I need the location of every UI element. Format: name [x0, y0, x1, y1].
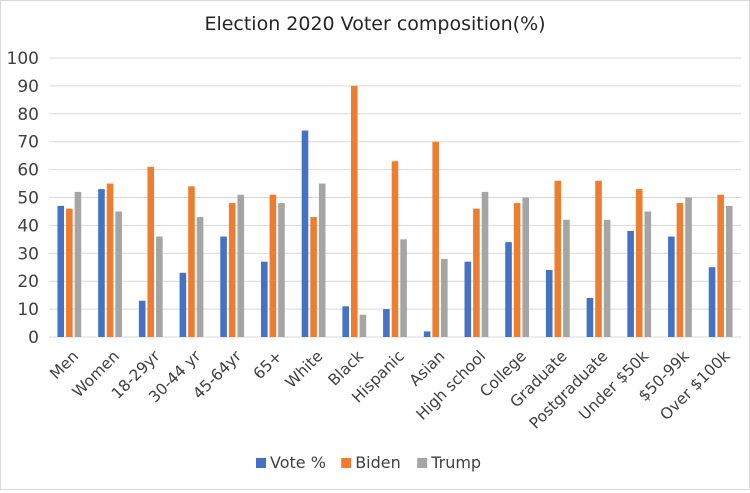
- bar-biden: [432, 141, 440, 337]
- bar-trump: [481, 191, 489, 337]
- bar-biden: [310, 217, 317, 337]
- bar-vote: [668, 236, 675, 337]
- bar-vote: [301, 130, 309, 337]
- legend-label: Trump: [430, 453, 481, 472]
- bar-biden: [269, 194, 277, 337]
- y-axis-ticks: 0 10 20 30 40 50 60 70 80 90 100: [7, 49, 39, 348]
- x-tick-label: 65+: [250, 347, 286, 383]
- bar-biden: [391, 161, 399, 337]
- bar-vote: [423, 331, 431, 337]
- bar-vote: [138, 300, 146, 337]
- bar-vote: [98, 189, 105, 337]
- bar-biden: [635, 189, 643, 337]
- bar-trump: [359, 314, 367, 337]
- bar-vote: [179, 272, 187, 337]
- y-tick-label: 20: [17, 272, 39, 292]
- bar-trump: [563, 219, 570, 337]
- bar-trump: [441, 258, 448, 337]
- y-tick-label: 80: [17, 105, 39, 125]
- bar-biden: [676, 203, 684, 337]
- legend-label: Vote %: [270, 453, 326, 472]
- x-tick-label: White: [282, 347, 327, 392]
- y-tick-label: 100: [7, 49, 39, 69]
- legend-label: Biden: [355, 453, 401, 472]
- bar-vote: [342, 306, 349, 337]
- chart-title: Election 2020 Voter composition(%): [204, 13, 545, 35]
- bar-trump: [318, 183, 326, 337]
- bar-trump: [278, 203, 285, 337]
- legend: Vote % Biden Trump: [256, 453, 481, 472]
- bar-vote: [383, 309, 390, 337]
- y-tick-label: 30: [17, 244, 39, 264]
- y-tick-label: 40: [17, 216, 39, 236]
- bar-vote: [260, 261, 268, 337]
- bar-vote: [505, 242, 512, 337]
- bar-vote: [586, 297, 594, 337]
- bar-vote: [57, 205, 65, 337]
- legend-swatch: [256, 458, 266, 468]
- y-tick-label: 90: [17, 77, 39, 97]
- bar-trump: [644, 211, 652, 337]
- x-tick-label: Men: [46, 347, 82, 383]
- legend-swatch: [341, 458, 352, 468]
- bar-trump: [156, 236, 163, 337]
- legend-swatch: [417, 458, 428, 468]
- bar-biden: [188, 186, 195, 337]
- bar-trump: [400, 239, 407, 337]
- bar-biden: [595, 180, 602, 337]
- bar-trump: [196, 217, 204, 337]
- bar-trump: [115, 211, 122, 337]
- bar-biden: [554, 180, 562, 337]
- bar-vote: [627, 230, 634, 337]
- bar-vote: [220, 236, 227, 337]
- y-tick-label: 0: [28, 328, 39, 348]
- bars: [57, 85, 733, 338]
- bar-vote: [545, 270, 553, 337]
- bar-trump: [685, 197, 692, 337]
- bar-biden: [106, 183, 114, 337]
- bar-trump: [522, 197, 530, 337]
- bar-biden: [350, 85, 358, 338]
- y-tick-label: 60: [17, 161, 39, 181]
- bar-biden: [147, 166, 155, 337]
- bar-biden: [473, 208, 480, 337]
- bar-biden: [513, 203, 521, 337]
- bar-trump: [74, 191, 82, 337]
- y-tick-label: 10: [17, 300, 39, 320]
- bar-trump: [725, 205, 733, 337]
- bar-biden: [717, 194, 724, 337]
- bar-biden: [228, 203, 236, 337]
- bar-trump: [603, 219, 611, 337]
- bar-vote: [464, 261, 472, 337]
- y-tick-label: 70: [17, 133, 39, 153]
- bar-vote: [708, 267, 716, 337]
- y-tick-label: 50: [17, 189, 39, 209]
- bar-biden: [66, 208, 73, 337]
- bar-trump: [237, 194, 245, 337]
